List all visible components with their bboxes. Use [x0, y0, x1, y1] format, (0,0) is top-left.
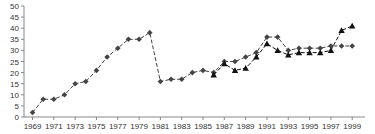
- y-tick-label: 20: [10, 69, 19, 78]
- x-tick: [117, 117, 118, 120]
- y-tick-label: 40: [10, 24, 19, 33]
- y-tick-label: 0: [15, 113, 20, 122]
- point: [168, 76, 174, 82]
- x-tick-label: 1999: [343, 122, 361, 131]
- x-tick: [96, 117, 97, 120]
- y-tick: [21, 6, 24, 7]
- point: [104, 54, 110, 60]
- x-tick: [288, 117, 289, 120]
- plot-area: [30, 23, 356, 116]
- point: [285, 52, 291, 58]
- point: [338, 27, 344, 33]
- point: [296, 49, 302, 55]
- y-tick-label: 25: [10, 58, 19, 67]
- x-tick-label: 1985: [194, 122, 212, 131]
- x-tick-label: 1973: [66, 122, 84, 131]
- y-tick-label: 45: [10, 13, 19, 22]
- point: [210, 72, 216, 78]
- point: [221, 61, 227, 67]
- point: [115, 45, 121, 51]
- x-tick-label: 1975: [88, 122, 106, 131]
- x-tick-label: 1983: [173, 122, 191, 131]
- y-tick: [21, 28, 24, 29]
- point: [200, 68, 206, 74]
- y-tick-label: 15: [10, 80, 19, 89]
- x-tick: [309, 117, 310, 120]
- point: [317, 49, 323, 55]
- x-tick-label: 1981: [152, 122, 170, 131]
- x-tick: [224, 117, 225, 120]
- x-tick-label: 1987: [215, 122, 233, 131]
- y-tick: [21, 117, 24, 118]
- y-tick: [21, 72, 24, 73]
- y-tick: [21, 61, 24, 62]
- x-tick: [181, 117, 182, 120]
- y-tick: [21, 39, 24, 40]
- y-tick: [21, 17, 24, 18]
- chart: 196919711973 197519771979 1981198319851987…: [0, 0, 375, 134]
- point: [62, 92, 68, 98]
- y-tick-label: 50: [10, 2, 19, 11]
- x-tick: [352, 117, 353, 120]
- x-tick: [330, 117, 331, 120]
- point: [179, 76, 185, 82]
- point: [243, 54, 249, 60]
- point: [264, 34, 270, 40]
- x-tick: [139, 117, 140, 120]
- point: [136, 37, 142, 43]
- y-tick-label: 5: [15, 102, 20, 111]
- point: [349, 23, 355, 29]
- x-tick-label: 1977: [109, 122, 127, 131]
- chart-container: 196919711973 197519771979 1981198319851987…: [0, 0, 375, 134]
- point: [274, 47, 280, 53]
- point: [339, 43, 345, 49]
- point: [349, 43, 355, 49]
- point: [51, 96, 57, 102]
- x-tick-label: 1969: [24, 122, 42, 131]
- x-tick: [245, 117, 246, 120]
- y-tick: [21, 83, 24, 84]
- x-tick: [75, 117, 76, 120]
- x-tick-label: 1989: [237, 122, 255, 131]
- point: [126, 37, 132, 43]
- point: [242, 65, 248, 71]
- x-tick: [32, 117, 33, 120]
- point: [232, 67, 238, 73]
- x-tick: [266, 117, 267, 120]
- x-tick-label: 1991: [258, 122, 276, 131]
- point: [190, 70, 196, 76]
- point: [83, 79, 89, 85]
- point: [72, 81, 78, 87]
- y-tick-label: 30: [10, 46, 19, 55]
- point: [30, 110, 36, 116]
- x-tick: [53, 117, 54, 120]
- x-tick-label: 1997: [322, 122, 340, 131]
- point: [306, 49, 312, 55]
- y-tick: [21, 94, 24, 95]
- x-tick: [203, 117, 204, 120]
- x-tick-label: 1993: [279, 122, 297, 131]
- point: [158, 79, 164, 85]
- y-tick: [21, 50, 24, 51]
- y-tick-label: 35: [10, 35, 19, 44]
- point: [328, 47, 334, 53]
- series-line: [214, 26, 353, 75]
- point: [253, 54, 259, 60]
- point: [40, 96, 46, 102]
- point: [94, 68, 100, 74]
- y-tick: [21, 105, 24, 106]
- point: [275, 34, 281, 40]
- x-tick: [160, 117, 161, 120]
- series-line: [33, 33, 353, 113]
- point: [232, 59, 238, 65]
- point: [147, 30, 153, 36]
- point: [264, 41, 270, 47]
- x-tick-label: 1971: [45, 122, 63, 131]
- x-tick-label: 1995: [301, 122, 319, 131]
- x-tick-label: 1979: [130, 122, 148, 131]
- y-tick-label: 10: [10, 91, 19, 100]
